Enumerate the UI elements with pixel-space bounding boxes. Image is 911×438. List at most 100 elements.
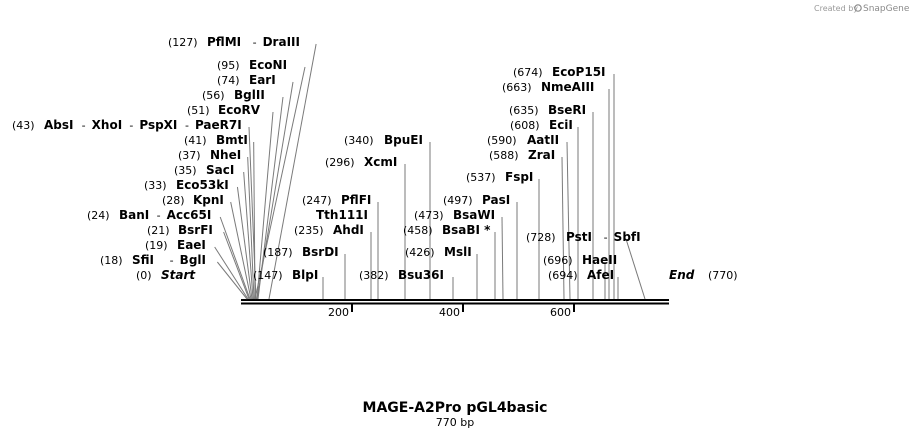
enzyme-name: MslI [444, 245, 472, 259]
enzyme-name: BsaWI [453, 208, 495, 222]
cut-site-label-bpuei[interactable]: (340) BpuEI [344, 133, 423, 147]
cut-site-label-msli[interactable]: (426) MslI [405, 245, 472, 259]
enzyme-name: SacI [206, 163, 234, 177]
enzyme-name: HaeII [582, 253, 617, 267]
enzyme-name: EcoNI [249, 58, 287, 72]
cut-site-label-kpni[interactable]: (28) KpnI [162, 193, 224, 207]
cut-site-position: (235) [294, 224, 324, 237]
enzyme-name: Tth111I [316, 208, 368, 222]
cut-site-position: (21) [147, 224, 170, 237]
cut-site-label-bglii[interactable]: (56) BglII [202, 88, 265, 102]
cut-site-leader-line [625, 238, 646, 300]
cut-site-label-bsawi[interactable]: (473) BsaWI [414, 208, 495, 222]
cut-site-label-afei[interactable]: (694) AfeI [548, 268, 614, 282]
enzyme-name: SfiI [132, 253, 154, 267]
enzyme-name: Acc65I [167, 208, 212, 222]
cut-site-label-bani[interactable]: (24) BanI - Acc65I [87, 208, 211, 222]
cut-site-label-pasi[interactable]: (497) PasI [443, 193, 510, 207]
enzyme-separator: - [604, 231, 608, 244]
enzyme-separator: - [82, 119, 86, 132]
cut-site-label-xcmi[interactable]: (296) XcmI [325, 155, 397, 169]
axis-tick-400: 400 [439, 304, 464, 319]
end-position: (770) [708, 269, 738, 282]
enzyme-name: BglI [180, 253, 206, 267]
enzyme-name: PaeR7I [195, 118, 242, 132]
cut-site-label-pflfi[interactable]: (247) PflFI [302, 193, 371, 207]
tick-label-600: 600 [550, 306, 571, 319]
cut-site-position: (37) [178, 149, 201, 162]
cut-site-position: (43) [12, 119, 35, 132]
enzyme-separator: - [170, 254, 174, 267]
cut-site-label-eari[interactable]: (74) EarI [217, 73, 276, 87]
cut-site-leader-line [214, 246, 249, 300]
cut-site-label-bsu36i[interactable]: (382) Bsu36I [359, 268, 444, 282]
axis-tick-600: 600 [550, 304, 575, 319]
enzyme-name: FspI [505, 170, 533, 184]
cut-site-leader-line [268, 43, 317, 300]
cut-site-label-blpi[interactable]: (147) BlpI [253, 268, 318, 282]
enzyme-separator: - [253, 36, 257, 49]
enzyme-name: Bsu36I [398, 268, 444, 282]
cut-site-label-bsrdi[interactable]: (187) BsrDI [263, 245, 339, 259]
enzyme-name: DraIII [263, 35, 300, 49]
cut-site-label-saci[interactable]: (35) SacI [174, 163, 234, 177]
cut-site-leader-line [257, 96, 284, 300]
cut-site-label-nmeaiii[interactable]: (663) NmeAIII [502, 80, 594, 94]
cut-site-label-ahdi[interactable]: (235) AhdI [294, 223, 364, 237]
cut-site-label-absi[interactable]: (43) AbsI - XhoI - PspXI - PaeR7I [12, 118, 242, 132]
cut-site-position: (537) [466, 171, 496, 184]
enzyme-name: AfeI [587, 268, 614, 282]
cut-site-label-bsrfi[interactable]: (21) BsrFI [147, 223, 213, 237]
cut-site-leader-line [566, 141, 571, 300]
cut-site-label-ecop15i[interactable]: (674) EcoP15I [513, 65, 606, 79]
cut-site-label-bsabi[interactable]: (458) BsaBI * [403, 223, 491, 237]
enzyme-name: ZraI [528, 148, 555, 162]
cut-site-label-bmti[interactable]: (41) BmtI [184, 133, 248, 147]
enzyme-name: BglII [234, 88, 265, 102]
cut-site-position: (497) [443, 194, 473, 207]
tick-label-400: 400 [439, 306, 460, 319]
enzyme-name: KpnI [193, 193, 224, 207]
cut-site-leader-line [253, 141, 256, 300]
cut-site-label-aatii[interactable]: (590) AatII [487, 133, 559, 147]
cut-site-label-pflmi[interactable]: (127) PflMI - DraIII [168, 35, 300, 49]
cut-site-label-econi[interactable]: (95) EcoNI [217, 58, 287, 72]
cut-site-position: (696) [543, 254, 573, 267]
cut-site-label-bseri[interactable]: (635) BseRI [509, 103, 586, 117]
start-label: Start [161, 268, 196, 282]
cut-site-leader-line [219, 216, 251, 300]
cut-site-label-haeii[interactable]: (696) HaeII [543, 253, 617, 267]
cut-site-labels: (127) PflMI - DraIII (95) EcoNI(74) EarI(56) Bg… [12, 35, 641, 282]
cut-site-position: (426) [405, 246, 435, 259]
cut-site-position: (28) [162, 194, 185, 207]
cut-site-position: (635) [509, 104, 539, 117]
cut-site-label-sfii[interactable]: (18) SfiI - BglI [100, 253, 206, 267]
cut-site-position: (33) [144, 179, 167, 192]
cut-site-label-tth111i[interactable]: Tth111I [316, 208, 368, 222]
enzyme-name: AatII [527, 133, 559, 147]
cut-site-label-fspi[interactable]: (537) FspI [466, 170, 533, 184]
cut-site-label-nhei[interactable]: (37) NheI [178, 148, 241, 162]
cut-site-position: (18) [100, 254, 123, 267]
cut-site-label-zrai[interactable]: (588) ZraI [489, 148, 555, 162]
snapgene-logo-icon [854, 4, 862, 12]
enzyme-name: BseRI [548, 103, 586, 117]
cut-site-label-eco53ki[interactable]: (33) Eco53kI [144, 178, 229, 192]
cut-site-position: (147) [253, 269, 283, 282]
credit-brand[interactable]: SnapGene [863, 4, 910, 14]
enzyme-separator: - [157, 209, 161, 222]
enzyme-name: BmtI [216, 133, 248, 147]
enzyme-name: BpuEI [384, 133, 423, 147]
cut-site-leader-line [236, 186, 253, 300]
cut-site-label-ecorv[interactable]: (51) EcoRV [187, 103, 261, 117]
enzyme-name: AhdI [333, 223, 364, 237]
end-label: End [669, 268, 695, 282]
cut-site-label-eaei[interactable]: (19) EaeI [145, 238, 206, 252]
enzyme-name: EciI [549, 118, 573, 132]
enzyme-name: BlpI [292, 268, 318, 282]
cut-site-label-psti[interactable]: (728) PstI - SbfI [526, 230, 641, 244]
cut-site-leaders [214, 43, 646, 300]
cut-site-label-ecii[interactable]: (608) EciI [510, 118, 573, 132]
cut-site-leader-line [216, 261, 248, 300]
